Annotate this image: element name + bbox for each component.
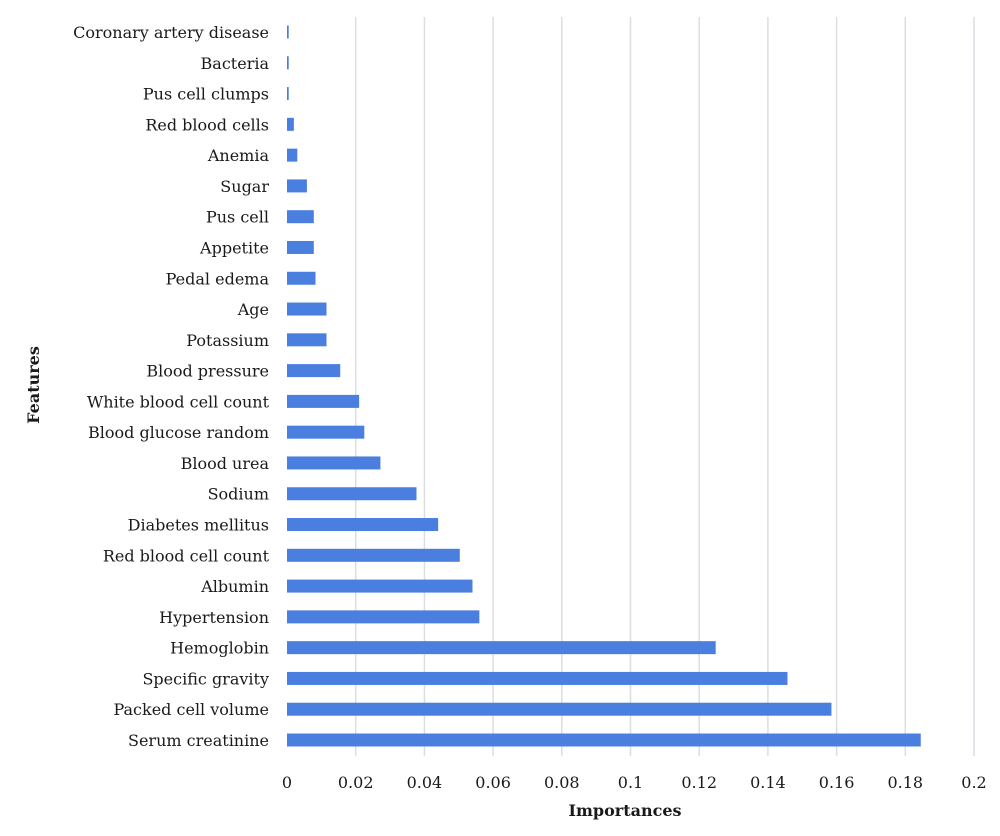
x-tick-label: 0.12 (681, 773, 717, 792)
bar (287, 641, 716, 655)
x-tick-label: 0.2 (961, 773, 986, 792)
category-label: Diabetes mellitus (128, 516, 269, 535)
y-axis-title: Features (24, 346, 43, 424)
x-tick-label: 0.02 (338, 773, 374, 792)
x-tick-label: 0.14 (750, 773, 786, 792)
bar (287, 610, 480, 624)
category-label: Potassium (186, 331, 269, 350)
category-label: Appetite (199, 238, 269, 257)
bar (287, 333, 327, 347)
category-label: Serum creatinine (128, 731, 269, 750)
category-label: Red blood cell count (103, 546, 270, 565)
bar (287, 364, 341, 378)
category-label: Pus cell (206, 208, 269, 227)
x-tick-label: 0.16 (819, 773, 855, 792)
bar (287, 487, 417, 501)
bar (287, 425, 365, 439)
category-label: Red blood cells (145, 115, 269, 134)
category-label: Hypertension (159, 608, 269, 627)
x-tick-label: 0.1 (618, 773, 643, 792)
bar (287, 456, 381, 470)
bar (287, 240, 314, 254)
category-label: White blood cell count (87, 392, 270, 411)
x-tick-label: 0.06 (475, 773, 511, 792)
category-label: Sugar (220, 177, 269, 196)
bar (287, 210, 314, 224)
category-label: Age (237, 300, 269, 319)
gridlines (354, 17, 975, 756)
bar (287, 518, 439, 532)
category-label: Blood glucose random (88, 423, 269, 442)
category-label: Pus cell clumps (143, 85, 269, 104)
bar (287, 25, 289, 39)
bar (287, 702, 832, 716)
bar (287, 271, 316, 285)
x-tick-label: 0.08 (544, 773, 580, 792)
category-label: Bacteria (201, 54, 270, 73)
bar (287, 117, 294, 131)
bar (287, 148, 298, 162)
bars (287, 25, 921, 747)
bar (287, 179, 307, 193)
category-label: Anemia (207, 146, 270, 165)
bar (287, 733, 921, 747)
category-label: Hemoglobin (170, 639, 269, 658)
category-label: Packed cell volume (113, 700, 269, 719)
bar (287, 579, 473, 593)
category-label: Pedal edema (166, 269, 270, 288)
category-labels: Coronary artery disease Bacteria Pus cell … (73, 23, 269, 750)
bar (287, 302, 327, 316)
x-axis-title: Importances (568, 801, 681, 820)
category-label: Albumin (200, 577, 269, 596)
x-tick-labels: 0 0.02 0.04 0.06 0.08 0.1 0.12 0.14 0.16 0.18 0.2 (282, 773, 987, 792)
bar (287, 548, 460, 562)
bar (287, 394, 360, 408)
category-label: Coronary artery disease (73, 23, 269, 42)
bar (287, 671, 788, 685)
category-label: Sodium (208, 485, 269, 504)
x-tick-label: 0.04 (407, 773, 443, 792)
category-label: Blood pressure (146, 362, 269, 381)
bar (287, 56, 289, 70)
bar (287, 87, 289, 101)
x-tick-label: 0 (282, 773, 292, 792)
x-tick-label: 0.18 (887, 773, 923, 792)
category-label: Specific gravity (142, 669, 269, 688)
category-label: Blood urea (181, 454, 270, 473)
